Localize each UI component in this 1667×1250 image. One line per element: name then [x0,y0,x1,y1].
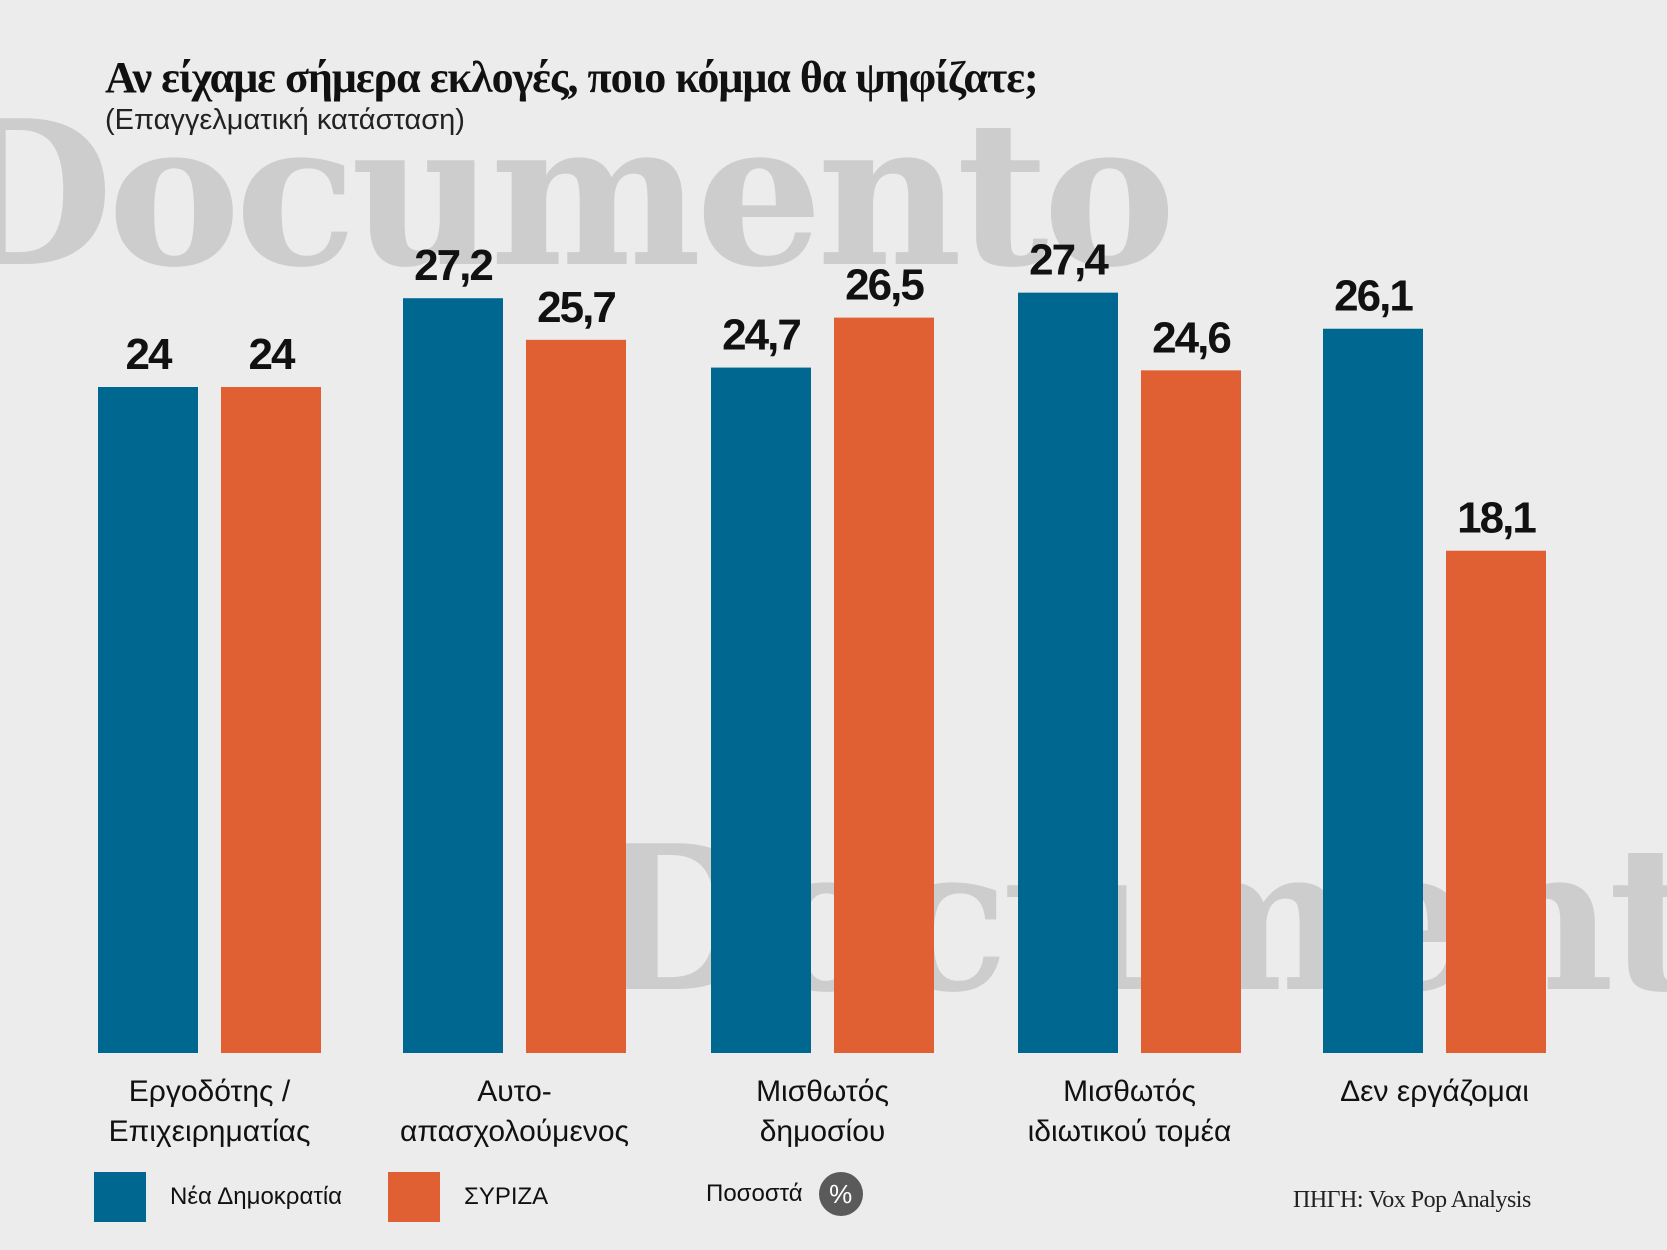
category-label-2-0: Μισθωτός [756,1075,889,1108]
bar-syriza-1 [526,339,626,1053]
value-label-syriza-4: 18,1 [1457,494,1536,543]
bar-chart: 24 24 Εργοδότης / Επιχειρηματίας 27,2 25,7 Αυτ… [98,236,1546,1148]
category-label-1-1: απασχολούμενος [400,1115,629,1148]
category-label-0-0: Εργοδότης / [129,1075,291,1108]
value-label-nd-1: 27,2 [414,241,492,290]
legend-swatch-syriza [388,1172,440,1222]
value-label-nd-3: 27,4 [1029,236,1109,285]
category-label-3-0: Μισθωτός [1063,1075,1196,1108]
legend-label-syriza: ΣΥΡΙΖΑ [464,1183,549,1210]
value-label-nd-2: 24,7 [722,311,800,360]
bar-nd-3 [1018,292,1118,1053]
value-label-syriza-1: 25,7 [537,283,615,332]
bar-syriza-4 [1446,550,1546,1053]
category-label-3-1: ιδιωτικού τομέα [1028,1115,1232,1148]
category-label-0-1: Επιχειρηματίας [109,1115,311,1148]
category-label-2-1: δημοσίου [760,1115,886,1148]
legend-label-percent: Ποσοστά [706,1180,803,1207]
legend-item-nd: Νέα Δημοκρατία [94,1172,342,1222]
bar-syriza-0 [221,387,321,1053]
bar-nd-2 [711,367,811,1053]
watermark-top: Documento [0,77,1176,312]
legend-label-nd: Νέα Δημοκρατία [170,1183,343,1210]
legend-item-percent: Ποσοστά % [706,1172,863,1216]
bar-syriza-2 [834,317,934,1053]
category-label-4-0: Δεν εργάζομαι [1340,1075,1529,1108]
bar-syriza-3 [1141,370,1241,1054]
legend-swatch-nd [94,1172,146,1222]
bar-nd-1 [403,298,503,1053]
source-note: ΠΗΓΗ: Vox Pop Analysis [1293,1187,1531,1213]
value-label-nd-0: 24 [126,330,173,379]
value-label-syriza-0: 24 [249,330,296,379]
chart-subtitle: (Επαγγελματική κατάσταση) [105,104,465,136]
value-label-syriza-2: 26,5 [845,261,924,310]
value-label-nd-4: 26,1 [1334,272,1413,321]
value-label-syriza-3: 24,6 [1152,313,1230,362]
percent-icon: % [818,1172,863,1216]
category-label-1-0: Αυτο- [477,1075,552,1108]
bar-nd-4 [1323,328,1423,1054]
bar-nd-0 [98,387,198,1053]
legend-item-syriza: ΣΥΡΙΖΑ [388,1172,548,1222]
chart-title: Αν είχαμε σήμερα εκλογές, ποιο κόμμα θα … [105,53,1039,102]
